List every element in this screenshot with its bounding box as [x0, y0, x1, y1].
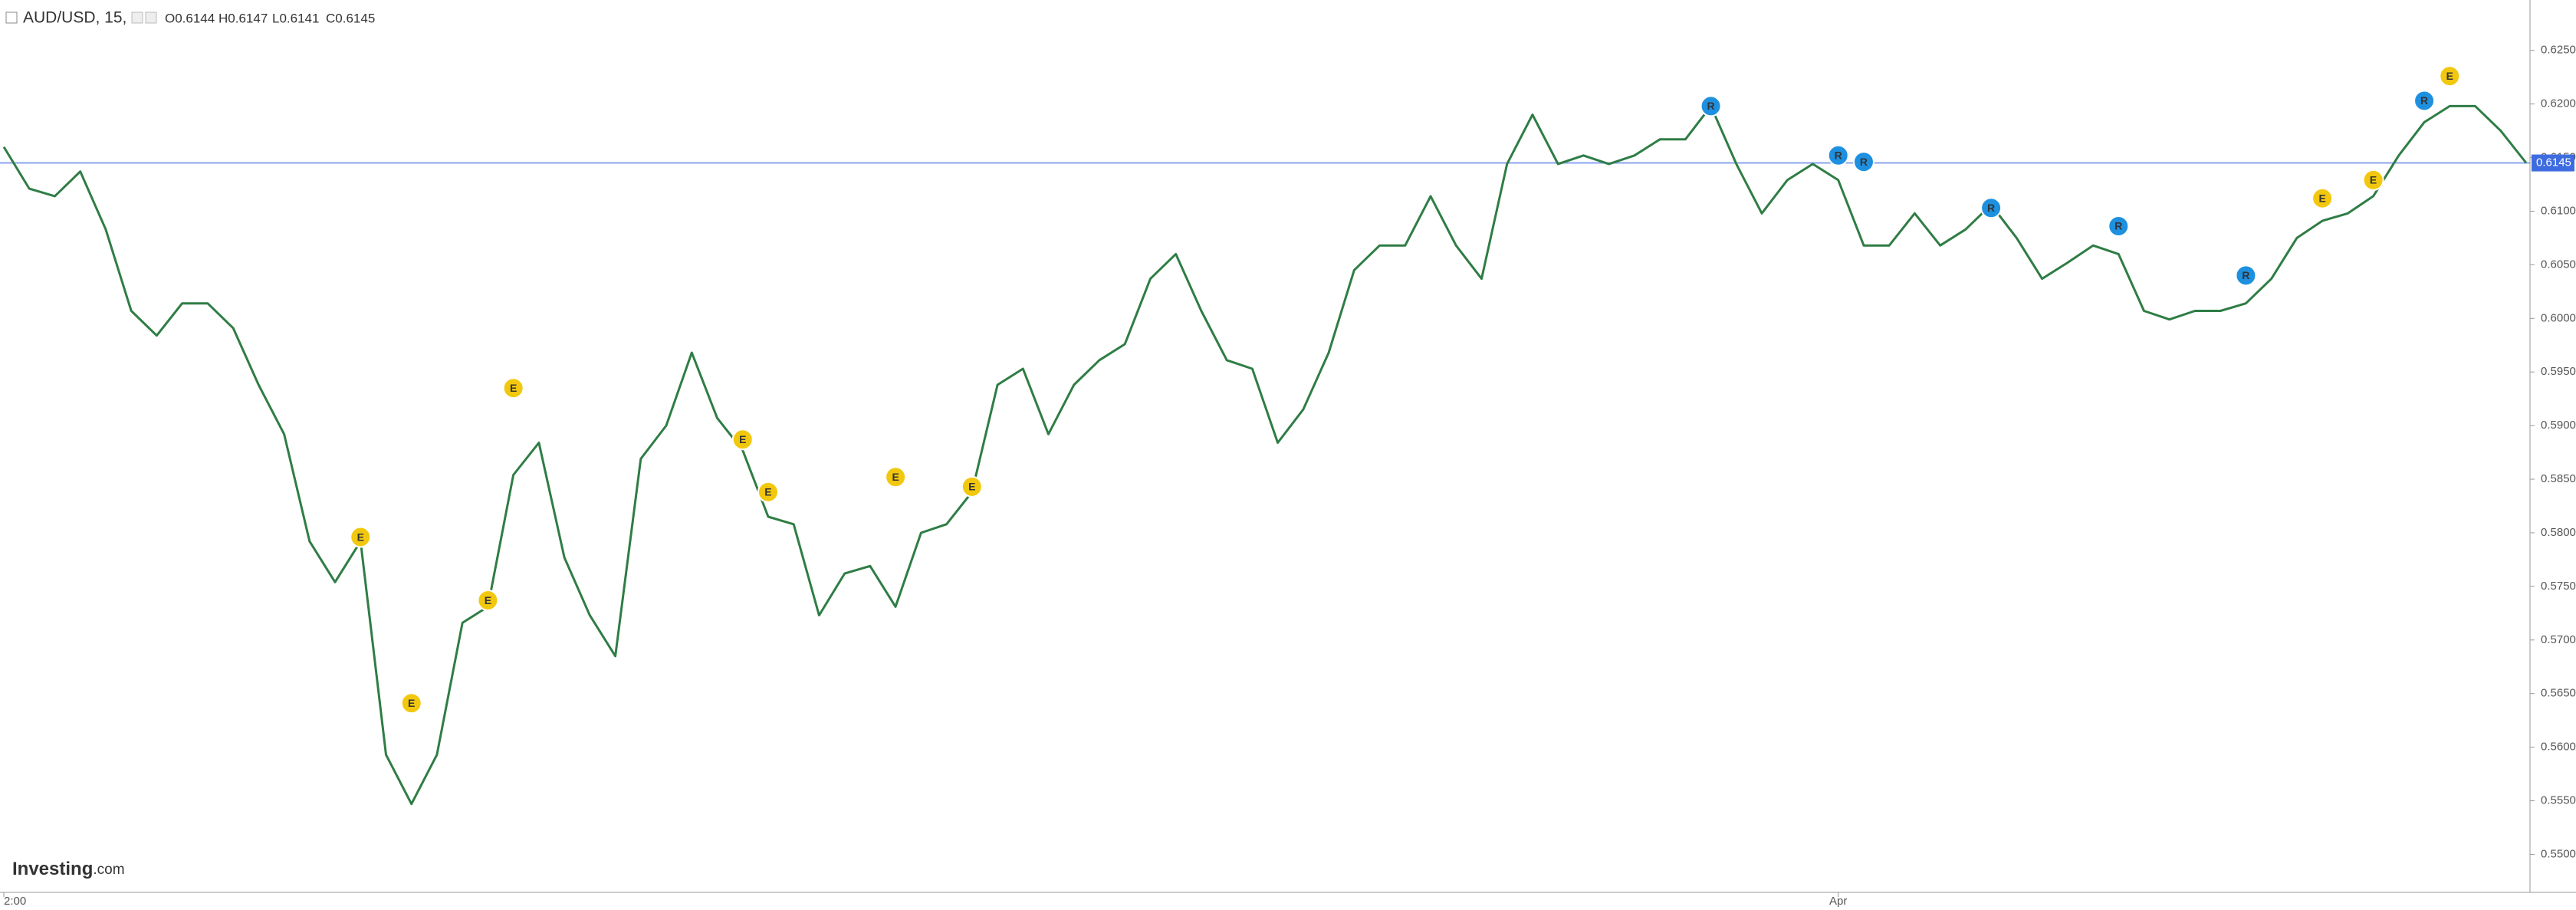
event-marker: [2312, 187, 2334, 209]
y-tick-label: 0.5600: [2541, 741, 2576, 754]
x-tick-label: 2:00: [4, 895, 26, 908]
event-label: R: [1707, 100, 1715, 112]
event-label: E: [739, 433, 746, 445]
settings-icon[interactable]: [131, 11, 143, 24]
y-tick-label: 0.6050: [2541, 258, 2576, 271]
y-tick-label: 0.5500: [2541, 847, 2576, 860]
close: C0.6145: [326, 11, 375, 25]
event-marker: [885, 466, 907, 488]
y-tick-label: 0.6250: [2541, 44, 2576, 57]
event-label: E: [764, 486, 771, 498]
logo-brand: Investing: [12, 859, 93, 879]
y-tick-label: 0.5800: [2541, 526, 2576, 539]
event-marker: [502, 377, 524, 399]
y-tick-label: 0.5950: [2541, 365, 2576, 378]
y-tick-label: 0.5550: [2541, 794, 2576, 807]
y-tick-label: 0.6200: [2541, 97, 2576, 110]
event-label: E: [485, 594, 491, 606]
y-tick-label: 0.5850: [2541, 472, 2576, 485]
event-label: E: [510, 382, 517, 394]
y-tick-label: 0.6000: [2541, 311, 2576, 324]
collapse-icon[interactable]: [5, 11, 18, 24]
settings-icon[interactable]: [145, 11, 157, 24]
x-tick-label: Apr: [1829, 895, 1847, 908]
event-marker: [2413, 90, 2436, 112]
event-label: E: [2446, 70, 2453, 82]
event-marker: [2362, 169, 2384, 191]
event-marker: [757, 481, 779, 503]
event-label: R: [1860, 156, 1868, 168]
event-label: E: [968, 481, 975, 493]
last-price-box: [2532, 154, 2574, 172]
y-tick-label: 0.5750: [2541, 580, 2576, 593]
event-marker: [477, 590, 499, 612]
event-label: R: [2242, 269, 2249, 281]
event-label: R: [1987, 202, 1995, 214]
event-label: R: [1835, 149, 1842, 161]
event-label: R: [2114, 220, 2122, 232]
low: L0.6141: [272, 11, 319, 25]
event-label: E: [2370, 174, 2377, 186]
event-marker: [400, 692, 422, 715]
logo-suffix: .com: [93, 862, 124, 878]
y-tick-label: 0.6100: [2541, 204, 2576, 217]
y-tick-label: 0.5900: [2541, 419, 2576, 432]
event-marker: [2235, 264, 2257, 287]
y-tick-label: 0.5650: [2541, 687, 2576, 700]
last-price-label: 0.6145: [2536, 156, 2571, 169]
event-marker: [1827, 144, 1849, 166]
open: O0.6144: [165, 11, 215, 25]
high: H0.6147: [219, 11, 268, 25]
event-label: E: [892, 471, 899, 483]
event-label: R: [2420, 94, 2428, 107]
event-marker: [1852, 151, 1875, 173]
logo: Investing.com: [12, 859, 125, 879]
event-marker: [731, 429, 754, 451]
event-marker: [1980, 197, 2003, 219]
event-label: E: [357, 531, 364, 543]
price-line: [2, 104, 2528, 806]
event-marker: [2439, 65, 2461, 87]
symbol: AUD/USD, 15,: [23, 9, 127, 27]
event-marker: [2108, 215, 2130, 238]
event-label: E: [408, 697, 415, 709]
y-tick-label: 0.5700: [2541, 633, 2576, 646]
event-label: E: [2318, 192, 2325, 204]
event-marker: [350, 526, 372, 548]
event-marker: [1700, 95, 1722, 117]
event-marker: [961, 475, 983, 498]
